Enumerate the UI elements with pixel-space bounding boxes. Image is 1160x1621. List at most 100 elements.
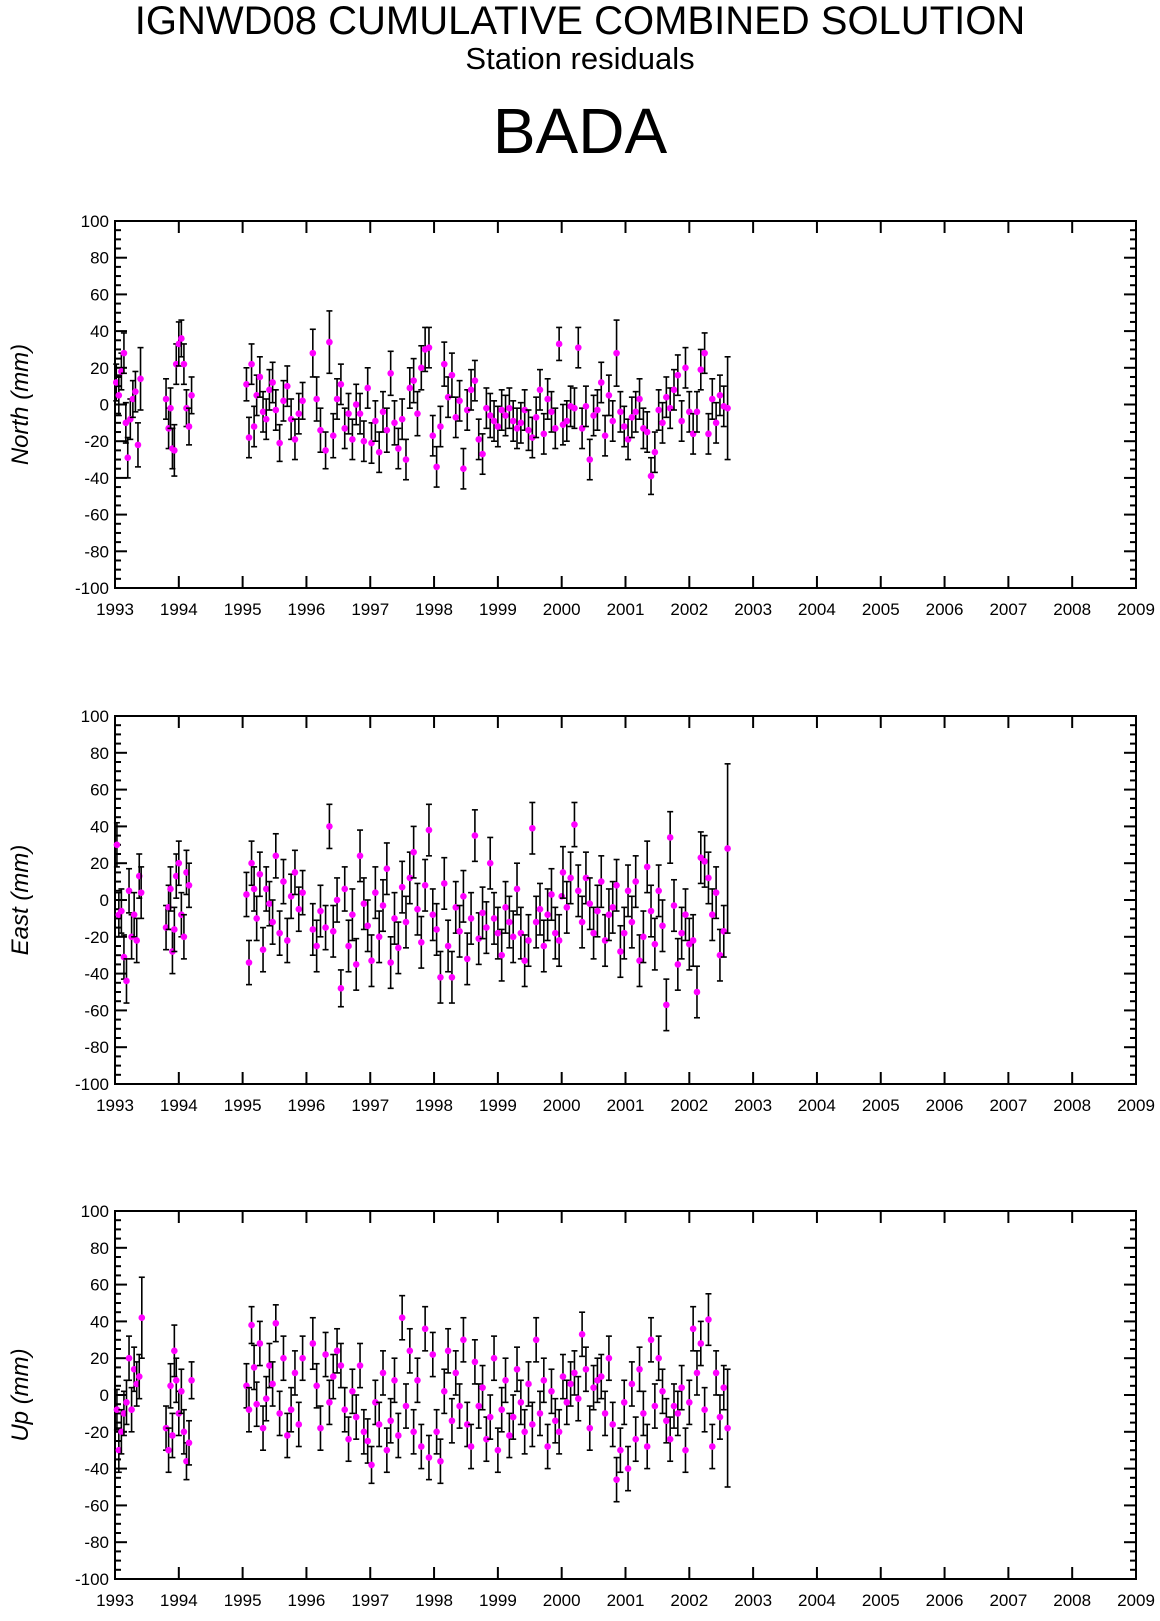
data-point: [309, 349, 317, 357]
data-point: [502, 1376, 509, 1384]
data-point: [266, 386, 273, 394]
data-point: [724, 845, 731, 852]
data-point: [245, 434, 253, 441]
data-point: [586, 456, 594, 463]
data-point: [410, 848, 417, 856]
x-tick-label: 1996: [288, 600, 326, 619]
data-point: [448, 973, 456, 981]
x-tick-label: 2001: [607, 1591, 645, 1610]
data-point: [456, 397, 463, 405]
data-point: [697, 366, 705, 373]
data-point: [112, 379, 120, 386]
x-tick-label: 2001: [607, 1096, 645, 1115]
panel-2: 1993 1994 1995 1996 1997 1998 1999 2000 2001 2002…: [7, 707, 1155, 1115]
x-tick-label: 2003: [734, 600, 772, 619]
data-point: [483, 924, 490, 931]
data-point: [571, 821, 578, 828]
data-point: [678, 1384, 685, 1391]
data-point: [636, 1365, 643, 1373]
data-point: [391, 1376, 398, 1384]
data-point: [705, 430, 712, 438]
data-point: [597, 1373, 605, 1380]
data-point: [402, 918, 410, 926]
y-tick-label: -20: [84, 432, 109, 451]
data-point: [372, 417, 379, 425]
data-point: [437, 973, 444, 981]
data-point: [536, 386, 544, 394]
data-point: [670, 386, 678, 394]
data-point: [590, 929, 597, 937]
data-point: [313, 395, 320, 403]
data-point: [123, 1399, 130, 1406]
data-point: [253, 915, 260, 922]
x-tick-label: 1993: [96, 1591, 134, 1610]
data-point: [647, 472, 655, 480]
data-point: [418, 1443, 425, 1450]
plot-frame: [114, 220, 1137, 589]
data-point: [663, 1417, 670, 1425]
data-point: [425, 1454, 433, 1461]
data-point: [479, 1384, 486, 1391]
data-point: [178, 1388, 185, 1395]
data-point: [540, 1376, 548, 1384]
data-point: [287, 1406, 295, 1414]
data-point: [559, 1373, 567, 1380]
x-tick-label: 2002: [670, 1096, 708, 1115]
data-point: [555, 937, 563, 944]
data-point: [536, 905, 544, 913]
data-point: [398, 415, 406, 423]
data-point: [185, 881, 193, 889]
data-point: [651, 940, 659, 948]
data-point: [563, 1399, 571, 1406]
y-tick-label: -60: [84, 506, 109, 525]
data-point: [253, 1400, 260, 1408]
data-point: [605, 911, 613, 919]
data-point: [640, 1410, 647, 1417]
data-point: [663, 393, 670, 401]
data-point: [521, 406, 528, 414]
data-point: [686, 1399, 693, 1406]
data-point: [724, 404, 731, 412]
data-point: [291, 436, 299, 443]
data-point: [578, 1330, 586, 1338]
x-tick-label: 1995: [224, 1096, 262, 1115]
data-point: [444, 942, 452, 950]
data-point: [479, 450, 486, 458]
data-point: [383, 426, 391, 434]
data-point: [617, 408, 624, 416]
data-point: [552, 929, 559, 937]
data-point: [659, 1388, 666, 1395]
data-point: [383, 1446, 391, 1454]
x-tick-label: 1995: [224, 600, 262, 619]
data-point: [245, 1406, 253, 1414]
data-point: [429, 432, 437, 439]
data-point: [712, 419, 720, 427]
data-point: [129, 395, 137, 403]
data-point: [180, 933, 188, 941]
data-point: [402, 456, 410, 463]
data-point: [379, 408, 387, 416]
x-tick-label: 1999: [479, 1591, 517, 1610]
data-point: [245, 959, 253, 966]
data-point: [138, 1314, 146, 1322]
data-point: [256, 373, 264, 381]
x-tick-label: 1998: [415, 1591, 453, 1610]
data-point: [115, 392, 123, 399]
data-point: [349, 1388, 356, 1395]
data-point: [272, 406, 280, 414]
x-tick-label: 1996: [288, 1591, 326, 1610]
data-point: [180, 360, 188, 368]
data-point: [693, 1369, 701, 1377]
data-point: [243, 381, 250, 388]
data-point: [674, 371, 682, 379]
data-point: [471, 832, 479, 839]
data-point: [628, 1380, 636, 1388]
data-point: [272, 852, 280, 860]
data-point: [555, 1428, 563, 1436]
data-point: [375, 933, 383, 941]
x-tick-label: 2009: [1117, 1591, 1155, 1610]
data-point: [352, 401, 360, 408]
x-tick-label: 2009: [1117, 1096, 1155, 1115]
data-point: [628, 414, 636, 421]
data-point: [490, 417, 498, 425]
